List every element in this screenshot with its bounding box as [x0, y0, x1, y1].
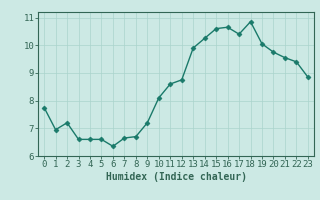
X-axis label: Humidex (Indice chaleur): Humidex (Indice chaleur) — [106, 172, 246, 182]
